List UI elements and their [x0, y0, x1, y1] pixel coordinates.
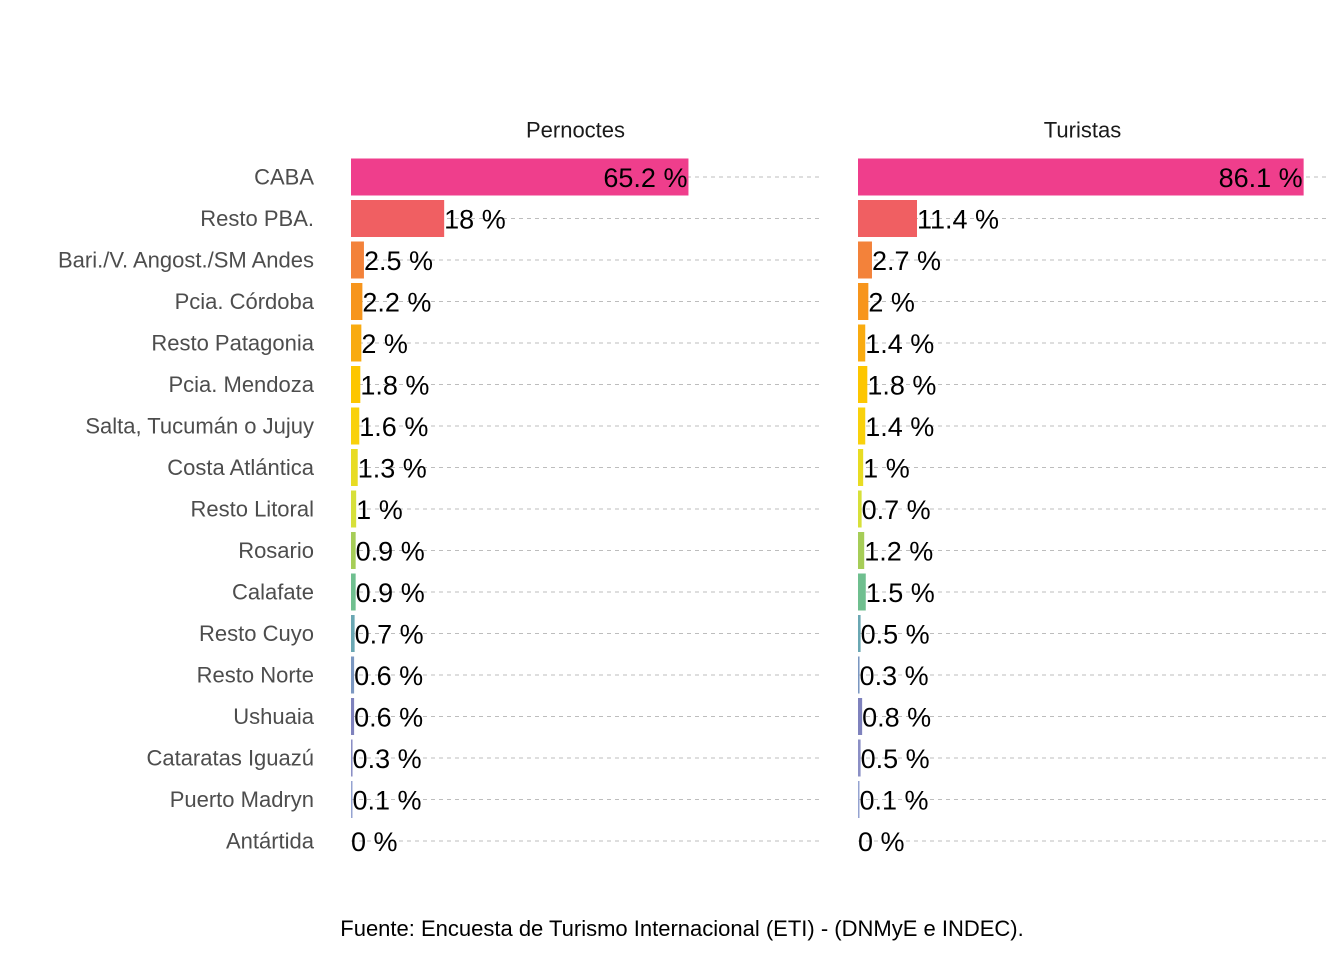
- bar: [351, 324, 362, 362]
- data-label: 1.5 %: [866, 578, 935, 608]
- category-label: Pcia. Mendoza: [168, 372, 314, 397]
- bar: [351, 283, 363, 320]
- data-label: 0.7 %: [355, 620, 424, 650]
- data-label: 0.9 %: [356, 537, 425, 567]
- category-label: Calafate: [232, 580, 314, 605]
- data-label: 0.8 %: [862, 703, 931, 733]
- category-label: Resto Cuyo: [199, 621, 314, 646]
- bar: [351, 241, 364, 279]
- bar: [858, 200, 918, 237]
- data-label: 1 %: [356, 495, 403, 525]
- bar: [858, 781, 860, 818]
- bar: [858, 158, 1304, 196]
- data-label: 1 %: [863, 454, 910, 484]
- data-label: 1.6 %: [359, 412, 428, 442]
- category-label: Rosario: [238, 538, 314, 563]
- bar: [858, 449, 864, 486]
- bar: [351, 407, 360, 445]
- data-label: 0.7 %: [862, 495, 931, 525]
- data-label: 1.4 %: [865, 329, 934, 359]
- category-label: Resto Litoral: [190, 497, 314, 522]
- bar: [858, 698, 863, 735]
- data-label: 0.6 %: [354, 703, 423, 733]
- bar: [351, 158, 689, 196]
- category-label: Resto Norte: [197, 663, 314, 688]
- data-label: 1.8 %: [867, 371, 936, 401]
- data-label: 2.7 %: [872, 246, 941, 276]
- data-label: 65.2 %: [603, 163, 687, 193]
- bar: [351, 615, 355, 652]
- bar: [858, 532, 865, 569]
- data-label: 2.2 %: [362, 288, 431, 318]
- data-label: 1.4 %: [865, 412, 934, 442]
- bar: [858, 283, 869, 320]
- category-label: Pcia. Córdoba: [175, 289, 315, 314]
- category-label: Salta, Tucumán o Jujuy: [85, 414, 314, 439]
- category-label: Puerto Madryn: [170, 787, 314, 812]
- bar: [858, 241, 872, 279]
- bar: [351, 490, 357, 528]
- category-label: Antártida: [226, 829, 315, 854]
- bar: [858, 615, 861, 652]
- panel-title: Turistas: [1044, 118, 1121, 143]
- category-label: Ushuaia: [233, 704, 314, 729]
- data-label: 2 %: [361, 329, 408, 359]
- bar: [858, 324, 866, 362]
- data-label: 18 %: [444, 205, 506, 235]
- category-label: Bari./V. Angost./SM Andes: [58, 248, 314, 273]
- data-label: 0.1 %: [860, 786, 929, 816]
- data-label: 0 %: [351, 827, 398, 857]
- data-label: 11.4 %: [917, 205, 999, 235]
- data-label: 86.1 %: [1219, 163, 1303, 193]
- source-caption: Fuente: Encuesta de Turismo Internaciona…: [340, 916, 1024, 941]
- data-label: 0.1 %: [353, 786, 422, 816]
- panel-title: Pernoctes: [526, 118, 625, 143]
- data-label: 2.5 %: [364, 246, 433, 276]
- data-label: 0 %: [858, 827, 905, 857]
- data-label: 1.2 %: [864, 537, 933, 567]
- data-label: 2 %: [868, 288, 915, 318]
- data-label: 0.5 %: [861, 744, 930, 774]
- category-label: Resto PBA.: [200, 206, 314, 231]
- category-label: CABA: [254, 165, 314, 190]
- bar: [351, 656, 355, 694]
- bar: [858, 366, 868, 403]
- data-label: 0.5 %: [861, 620, 930, 650]
- bar: [351, 200, 445, 237]
- bar: [351, 366, 361, 403]
- category-label: Resto Patagonia: [151, 331, 314, 356]
- data-label: 0.6 %: [354, 661, 423, 691]
- bar: [858, 407, 866, 445]
- bar: [351, 532, 356, 569]
- bar: [351, 781, 353, 818]
- data-label: 0.3 %: [860, 661, 929, 691]
- category-label: Cataratas Iguazú: [146, 746, 314, 771]
- bar: [858, 739, 861, 777]
- data-label: 0.9 %: [356, 578, 425, 608]
- data-label: 1.3 %: [358, 454, 427, 484]
- data-label: 1.8 %: [360, 371, 429, 401]
- bar: [351, 573, 356, 611]
- bar: [351, 449, 358, 486]
- bar: [858, 490, 862, 528]
- category-label: Costa Atlántica: [167, 455, 315, 480]
- data-label: 0.3 %: [353, 744, 422, 774]
- bar: [351, 739, 353, 777]
- bar: [351, 698, 355, 735]
- bar: [858, 573, 866, 611]
- bar: [858, 656, 860, 694]
